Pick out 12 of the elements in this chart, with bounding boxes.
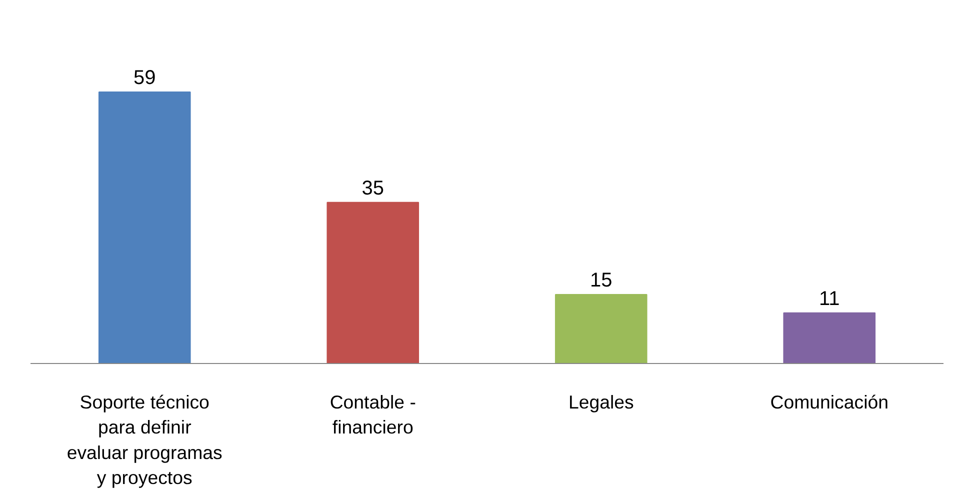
- bar: [783, 312, 876, 364]
- data-label: 35: [362, 177, 384, 200]
- x-tick-label: Comunicación: [770, 392, 888, 412]
- data-label: 15: [590, 269, 612, 292]
- data-label: 11: [818, 288, 840, 310]
- data-label: 59: [134, 66, 156, 89]
- bar: [326, 202, 420, 364]
- x-tick-label: Legales: [568, 392, 634, 412]
- bar: [554, 294, 648, 364]
- x-tick-label: Soporte técnico para definir evaluar programas y proyectos: [66, 392, 222, 488]
- bar: [98, 91, 191, 364]
- x-tick-label: Contable - financiero: [330, 392, 416, 438]
